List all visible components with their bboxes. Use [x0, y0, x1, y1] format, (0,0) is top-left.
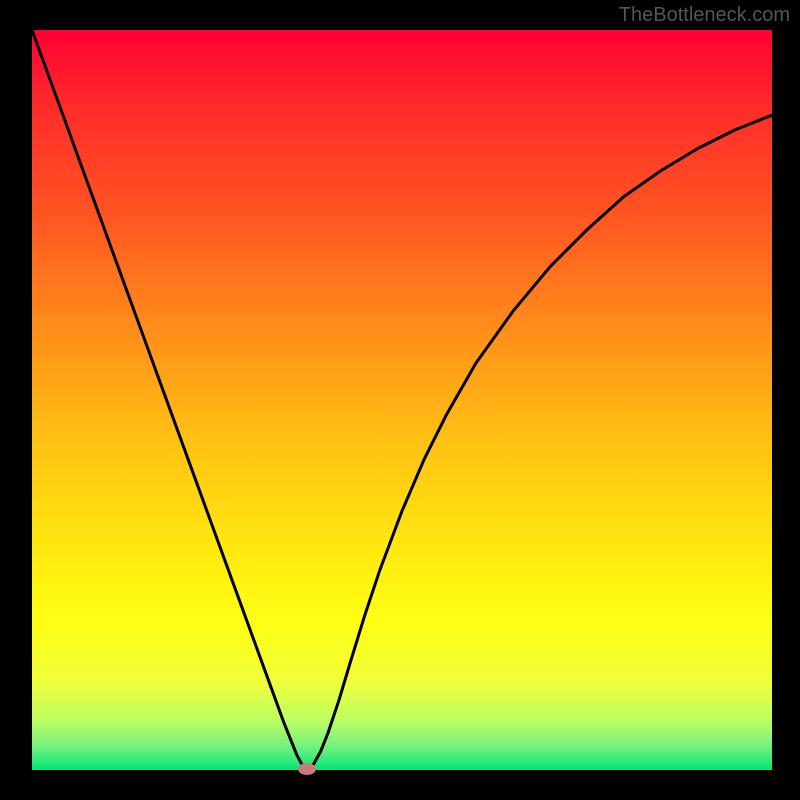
bottleneck-curve — [32, 30, 772, 769]
minimum-marker — [298, 763, 316, 775]
chart-container: TheBottleneck.com — [0, 0, 800, 800]
watermark-text: TheBottleneck.com — [619, 4, 790, 27]
curve-layer — [32, 30, 772, 770]
plot-area — [32, 30, 772, 770]
